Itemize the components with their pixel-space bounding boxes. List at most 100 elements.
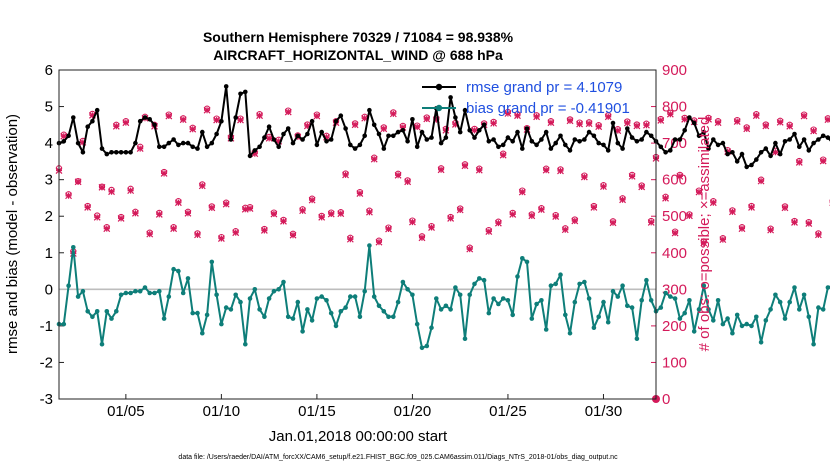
assimilated-obs-point — [475, 166, 483, 174]
assimilated-obs-point — [628, 172, 636, 180]
rmse-point — [477, 128, 482, 133]
assimilated-obs-point — [805, 220, 813, 227]
assimilated-obs-point — [375, 238, 383, 246]
rmse-point — [328, 137, 334, 142]
bias-point — [510, 312, 515, 318]
bias-point — [400, 279, 406, 285]
assimilated-obs-point — [222, 200, 230, 208]
bias-point — [515, 274, 520, 279]
rmse-point — [90, 118, 95, 124]
bias-point — [558, 272, 563, 278]
bias-point — [276, 287, 282, 292]
rmse-point — [414, 144, 420, 150]
assimilated-obs-point — [117, 214, 125, 222]
assimilated-obs-point — [246, 205, 254, 212]
rmse-point — [529, 139, 535, 144]
assimilated-obs-point — [361, 114, 369, 122]
bias-point — [104, 309, 110, 314]
rmse-point — [147, 117, 152, 122]
bias-point — [223, 305, 229, 310]
bias-point — [806, 314, 812, 320]
rmse-point — [500, 142, 506, 148]
bias-point — [290, 316, 296, 321]
assimilated-obs-point — [217, 235, 225, 242]
right-tick-label: 800 — [662, 99, 687, 116]
assimilated-obs-point — [814, 231, 822, 239]
assimilated-obs-point — [724, 148, 732, 155]
bias-point — [539, 298, 544, 303]
assimilated-obs-point — [743, 125, 751, 133]
assimilated-obs-point — [748, 204, 755, 211]
rmse-point — [391, 133, 396, 139]
right-tick-label: 400 — [662, 245, 687, 262]
assimilated-obs-point — [762, 122, 770, 130]
assimilated-obs-point — [791, 219, 798, 226]
assimilated-obs-point — [566, 117, 574, 125]
assimilated-obs-point — [428, 224, 435, 231]
rmse-point — [820, 133, 826, 139]
assimilated-obs-point — [781, 204, 789, 212]
bias-point — [371, 294, 377, 299]
x-axis-label: Jan.01,2018 00:00:00 start — [269, 428, 448, 445]
assimilated-obs-point — [160, 170, 168, 177]
assimilated-obs-point — [265, 134, 273, 142]
assimilated-obs-point — [752, 112, 760, 120]
bias-point — [672, 296, 678, 301]
rmse-point — [443, 135, 449, 140]
bias-point — [467, 292, 473, 298]
rmse-point — [195, 146, 200, 151]
legend-bias-label: bias grand pr = -0.41901 — [466, 100, 630, 117]
bias-point — [691, 329, 697, 334]
rmse-point — [629, 135, 635, 140]
rmse-point — [816, 137, 821, 142]
rmse-point — [424, 137, 430, 142]
rmse-point — [596, 140, 601, 146]
rmse-point — [567, 148, 573, 153]
bias-point — [429, 325, 434, 331]
rmse-point — [543, 129, 549, 135]
assimilated-obs-point — [700, 239, 708, 247]
rmse-point — [777, 151, 783, 157]
rmse-point — [300, 137, 305, 142]
rmse-point — [782, 139, 788, 144]
bias-point — [634, 336, 640, 342]
bias-point — [524, 259, 530, 265]
bias-point — [577, 281, 582, 287]
rmse-point — [99, 146, 105, 151]
bias-point — [782, 316, 788, 321]
bias-point — [448, 307, 453, 312]
assimilated-obs-point — [408, 218, 416, 226]
rmse-point — [228, 137, 234, 142]
bias-point — [271, 288, 277, 294]
rmse-point — [419, 129, 425, 135]
rmse-point — [367, 107, 372, 113]
assimilated-obs-point — [194, 231, 201, 239]
bias-point — [797, 307, 802, 312]
bias-point — [357, 314, 363, 320]
bias-point — [152, 290, 157, 296]
bias-point — [109, 316, 114, 321]
rmse-point — [309, 118, 315, 124]
bias-point — [715, 298, 721, 303]
bias-point — [567, 330, 573, 336]
right-tick-label: 600 — [662, 172, 687, 189]
legend: rmse grand pr = 4.1079 bias grand pr = -… — [422, 79, 630, 117]
assimilated-obs-point — [471, 126, 478, 134]
assimilated-obs-point — [108, 188, 115, 196]
right-tick-label: 500 — [662, 208, 687, 225]
rmse-point — [749, 162, 754, 168]
rmse-point — [701, 129, 707, 135]
rmse-point — [223, 84, 229, 89]
rmse-point — [634, 139, 640, 144]
assimilated-obs-point — [714, 119, 722, 127]
bias-point — [94, 309, 100, 314]
rmse-point — [410, 117, 415, 122]
rmse-point — [577, 139, 582, 144]
bias-point — [285, 314, 291, 320]
bias-point — [118, 292, 124, 298]
assimilated-obs-point — [284, 108, 292, 116]
assimilated-obs-point — [537, 206, 545, 214]
assimilated-obs-point — [351, 121, 359, 129]
assimilated-obs-point — [380, 125, 388, 133]
rmse-point — [663, 150, 668, 155]
